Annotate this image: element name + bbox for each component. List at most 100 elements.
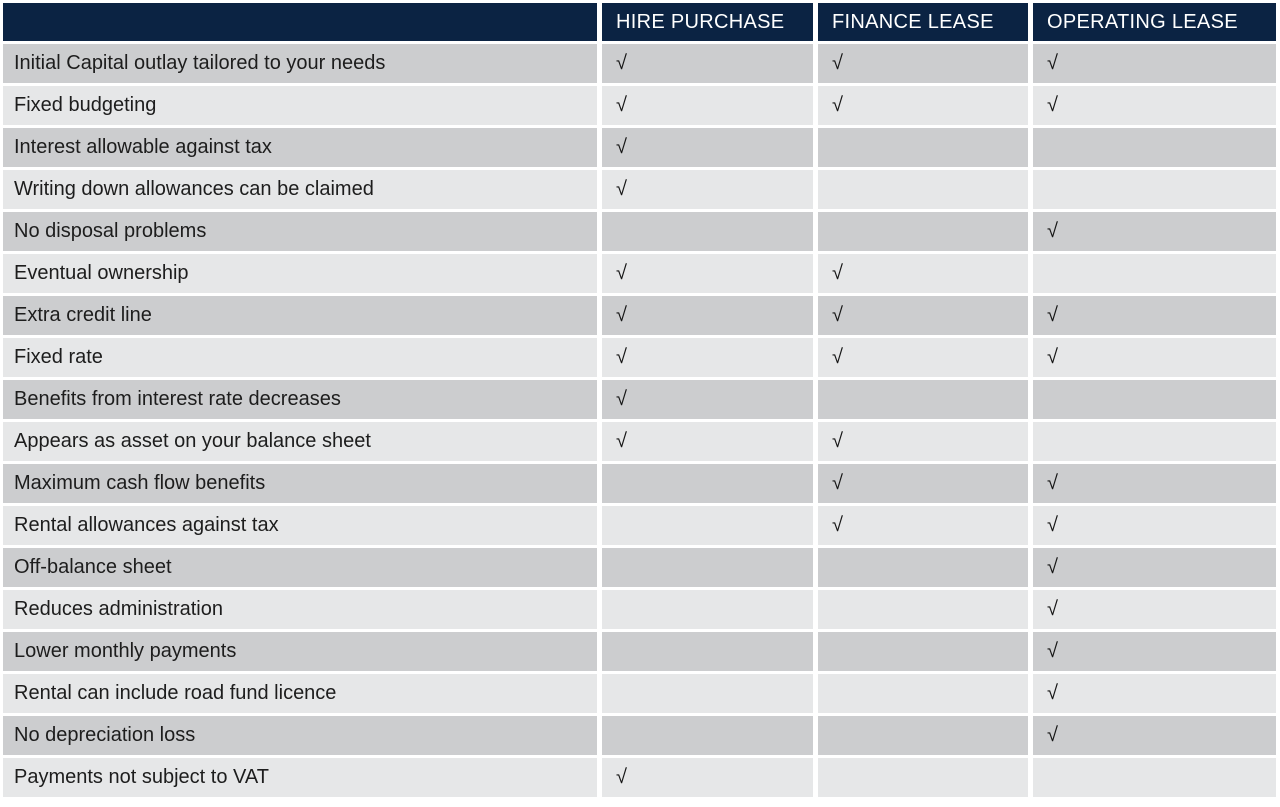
check-mark-icon: √ [1047, 556, 1058, 578]
check-cell-checked: √ [1033, 464, 1276, 503]
check-mark-icon: √ [832, 262, 843, 284]
row-label: Benefits from interest rate decreases [3, 380, 597, 419]
check-cell-empty [818, 548, 1028, 587]
check-cell-empty [602, 632, 813, 671]
check-cell-empty [1033, 758, 1276, 797]
check-mark-icon: √ [1047, 220, 1058, 242]
check-cell-checked: √ [818, 296, 1028, 335]
check-mark-icon: √ [616, 52, 627, 74]
check-cell-checked: √ [818, 44, 1028, 83]
check-cell-checked: √ [1033, 590, 1276, 629]
check-mark-icon: √ [1047, 94, 1058, 116]
check-mark-icon: √ [616, 262, 627, 284]
check-cell-checked: √ [602, 254, 813, 293]
check-mark-icon: √ [616, 766, 627, 788]
check-cell-empty [818, 716, 1028, 755]
header-feature-cell [3, 3, 597, 41]
check-mark-icon: √ [1047, 682, 1058, 704]
row-label: No depreciation loss [3, 716, 597, 755]
check-cell-empty [602, 548, 813, 587]
check-mark-icon: √ [1047, 640, 1058, 662]
check-cell-checked: √ [602, 296, 813, 335]
check-cell-checked: √ [1033, 86, 1276, 125]
check-cell-checked: √ [602, 338, 813, 377]
check-cell-empty [818, 590, 1028, 629]
check-mark-icon: √ [1047, 598, 1058, 620]
check-cell-empty [1033, 128, 1276, 167]
check-cell-checked: √ [818, 422, 1028, 461]
check-cell-empty [818, 170, 1028, 209]
row-label: Rental allowances against tax [3, 506, 597, 545]
check-cell-empty [818, 632, 1028, 671]
check-mark-icon: √ [616, 94, 627, 116]
check-cell-empty [602, 212, 813, 251]
header-operating-lease: OPERATING LEASE [1033, 3, 1276, 41]
check-cell-checked: √ [1033, 716, 1276, 755]
row-label: No disposal problems [3, 212, 597, 251]
check-cell-checked: √ [602, 128, 813, 167]
check-cell-checked: √ [1033, 212, 1276, 251]
check-cell-empty [1033, 422, 1276, 461]
check-mark-icon: √ [1047, 346, 1058, 368]
check-mark-icon: √ [1047, 724, 1058, 746]
row-label: Rental can include road fund licence [3, 674, 597, 713]
row-label: Off-balance sheet [3, 548, 597, 587]
row-label: Eventual ownership [3, 254, 597, 293]
check-mark-icon: √ [616, 178, 627, 200]
check-cell-empty [602, 506, 813, 545]
row-label: Fixed budgeting [3, 86, 597, 125]
check-mark-icon: √ [1047, 304, 1058, 326]
row-label: Maximum cash flow benefits [3, 464, 597, 503]
check-cell-empty [1033, 170, 1276, 209]
row-label: Writing down allowances can be claimed [3, 170, 597, 209]
check-cell-empty [818, 674, 1028, 713]
check-cell-empty [602, 674, 813, 713]
check-cell-checked: √ [818, 254, 1028, 293]
check-cell-empty [818, 128, 1028, 167]
check-cell-checked: √ [602, 422, 813, 461]
check-cell-checked: √ [818, 86, 1028, 125]
check-cell-empty [602, 590, 813, 629]
check-cell-checked: √ [1033, 548, 1276, 587]
check-mark-icon: √ [616, 388, 627, 410]
check-mark-icon: √ [832, 304, 843, 326]
check-mark-icon: √ [832, 472, 843, 494]
header-hire-purchase: HIRE PURCHASE [602, 3, 813, 41]
row-label: Fixed rate [3, 338, 597, 377]
check-mark-icon: √ [832, 94, 843, 116]
check-cell-empty [602, 464, 813, 503]
row-label: Initial Capital outlay tailored to your … [3, 44, 597, 83]
check-cell-checked: √ [602, 86, 813, 125]
check-cell-checked: √ [1033, 338, 1276, 377]
check-mark-icon: √ [832, 52, 843, 74]
check-cell-checked: √ [818, 338, 1028, 377]
check-cell-empty [1033, 380, 1276, 419]
check-cell-empty [1033, 254, 1276, 293]
check-mark-icon: √ [832, 430, 843, 452]
check-cell-checked: √ [602, 758, 813, 797]
row-label: Interest allowable against tax [3, 128, 597, 167]
row-label: Reduces administration [3, 590, 597, 629]
check-mark-icon: √ [1047, 514, 1058, 536]
check-cell-checked: √ [1033, 674, 1276, 713]
check-mark-icon: √ [616, 304, 627, 326]
check-cell-checked: √ [1033, 506, 1276, 545]
check-mark-icon: √ [616, 430, 627, 452]
check-cell-checked: √ [602, 44, 813, 83]
check-mark-icon: √ [832, 346, 843, 368]
check-cell-checked: √ [818, 464, 1028, 503]
check-mark-icon: √ [616, 346, 627, 368]
check-cell-checked: √ [602, 380, 813, 419]
header-finance-lease: FINANCE LEASE [818, 3, 1028, 41]
check-cell-empty [818, 758, 1028, 797]
check-cell-checked: √ [818, 506, 1028, 545]
row-label: Extra credit line [3, 296, 597, 335]
check-mark-icon: √ [616, 136, 627, 158]
row-label: Lower monthly payments [3, 632, 597, 671]
row-label: Payments not subject to VAT [3, 758, 597, 797]
check-cell-checked: √ [1033, 296, 1276, 335]
check-cell-checked: √ [602, 170, 813, 209]
check-cell-checked: √ [1033, 44, 1276, 83]
check-cell-empty [818, 212, 1028, 251]
check-mark-icon: √ [1047, 52, 1058, 74]
